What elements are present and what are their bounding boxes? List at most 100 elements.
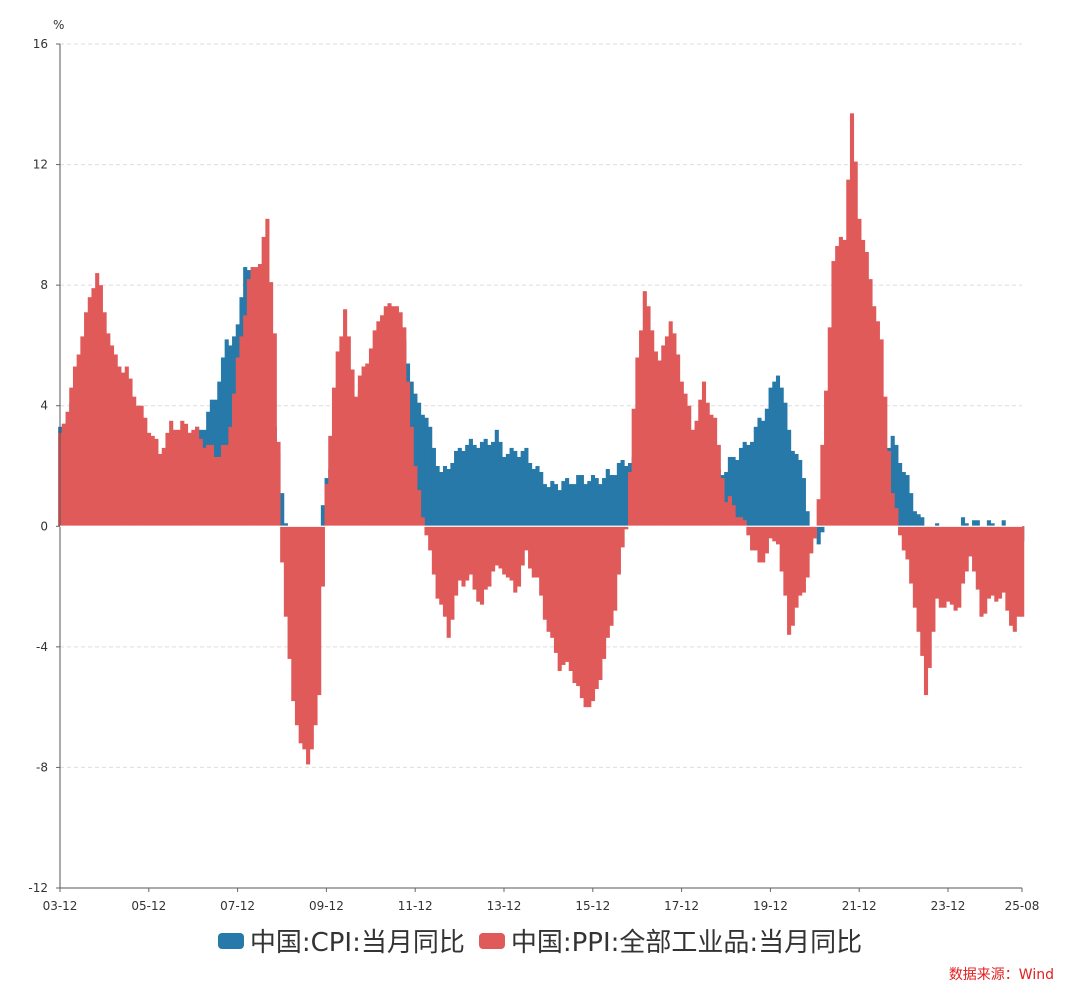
ppi-bar — [65, 411, 70, 527]
cpi-bar — [805, 511, 810, 527]
legend-item-ppi[interactable]: 中国:PPI:全部工业品:当月同比 — [478, 922, 862, 959]
cpi-bar — [509, 447, 514, 527]
ppi-bar — [716, 444, 721, 527]
cpi-bar — [742, 441, 747, 527]
ppi-bar — [994, 526, 999, 602]
ppi-bar — [235, 357, 240, 527]
ppi-bar — [161, 447, 166, 527]
cpi-bar — [986, 520, 991, 527]
ppi-bar — [572, 526, 577, 684]
ppi-bar — [76, 354, 81, 527]
cpi-bar — [590, 475, 596, 527]
ppi-bar — [546, 526, 551, 632]
ppi-bar — [557, 526, 562, 671]
ppi-bar — [117, 366, 122, 527]
ppi-bar — [798, 526, 803, 596]
cpi-bar — [539, 472, 544, 527]
x-tick-label: 17-12 — [664, 899, 699, 913]
ppi-bar — [339, 336, 344, 527]
legend: 中国:CPI:当月同比 中国:PPI:全部工业品:当月同比 — [0, 922, 1080, 959]
ppi-bar — [990, 526, 995, 596]
ppi-bar — [1009, 526, 1014, 626]
ppi-bar — [505, 526, 510, 578]
cpi-bar — [531, 469, 536, 527]
ppi-bar — [750, 526, 755, 551]
ppi-bar — [402, 327, 407, 527]
ppi-bar — [228, 426, 233, 527]
ppi-bar — [624, 526, 629, 530]
ppi-bar — [764, 526, 769, 554]
ppi-bar — [835, 245, 840, 527]
ppi-bar — [446, 526, 451, 638]
ppi-bar — [420, 517, 425, 527]
x-tick-label: 09-12 — [309, 899, 344, 913]
cpi-bar — [790, 450, 795, 527]
ppi-bar — [583, 526, 588, 708]
cpi-bar — [609, 475, 614, 527]
cpi-bar — [465, 444, 470, 527]
ppi-bar — [724, 502, 729, 527]
ppi-bar — [102, 312, 107, 527]
ppi-bar — [217, 456, 222, 527]
ppi-bar — [820, 444, 825, 527]
cpi-bar — [753, 426, 758, 527]
ppi-bar — [890, 493, 895, 527]
ppi-bar — [84, 312, 89, 527]
ppi-bar — [931, 526, 936, 632]
ppi-bar — [391, 306, 396, 527]
ppi-bar — [180, 420, 185, 527]
ppi-bar — [698, 399, 703, 527]
y-tick-label: -8 — [36, 760, 48, 774]
cpi-bar — [750, 441, 755, 527]
legend-item-cpi[interactable]: 中国:CPI:当月同比 — [217, 922, 465, 959]
cpi-bar — [768, 387, 773, 527]
cpi-bar — [468, 438, 473, 527]
ppi-bar — [616, 526, 621, 575]
ppi-bar — [272, 333, 277, 527]
ppi-bar — [320, 526, 325, 587]
cpi-bar — [757, 417, 762, 527]
ppi-bar — [772, 526, 777, 542]
cpi-bar — [550, 481, 555, 527]
cpi-bar — [794, 453, 799, 527]
ppi-bar — [257, 264, 263, 527]
cpi-bar — [435, 466, 440, 527]
cpi-bar — [964, 523, 969, 527]
ppi-bar — [676, 354, 681, 527]
ppi-bar — [254, 267, 259, 527]
ppi-bar — [387, 303, 392, 527]
ppi-bar — [657, 360, 662, 527]
cpi-bar — [217, 381, 222, 527]
cpi-bar — [557, 490, 562, 527]
cpi-bar — [594, 478, 599, 527]
cpi-bar — [280, 493, 285, 527]
x-tick-label: 05-12 — [131, 899, 166, 913]
cpi-bar — [424, 417, 429, 527]
cpi-bar — [624, 466, 629, 527]
ppi-bar — [150, 435, 155, 527]
cpi-bar — [975, 520, 980, 527]
ppi-bar — [346, 336, 351, 527]
ppi-bar — [646, 306, 651, 527]
ppi-bar — [331, 387, 337, 527]
ppi-bar — [135, 405, 140, 527]
cpi-bar — [613, 475, 618, 527]
cpi-bar — [491, 441, 496, 527]
ppi-bar — [938, 526, 943, 608]
y-tick-label: 8 — [40, 278, 48, 292]
ppi-bar — [1012, 526, 1017, 632]
ppi-bar — [224, 444, 229, 527]
cpi-bar — [450, 462, 455, 527]
ppi-bar — [232, 393, 237, 527]
ppi-bar — [1020, 526, 1025, 617]
x-tick-label: 15-12 — [575, 899, 610, 913]
cpi-bar — [894, 444, 899, 527]
ppi-bar — [209, 444, 214, 527]
ppi-bar — [324, 484, 329, 527]
cpi-bar — [620, 459, 625, 527]
ppi-bar — [753, 526, 758, 551]
cpi-bar — [579, 475, 584, 527]
cpi-bar — [724, 472, 729, 527]
ppi-bar — [69, 387, 74, 527]
ppi-bar — [701, 381, 707, 527]
